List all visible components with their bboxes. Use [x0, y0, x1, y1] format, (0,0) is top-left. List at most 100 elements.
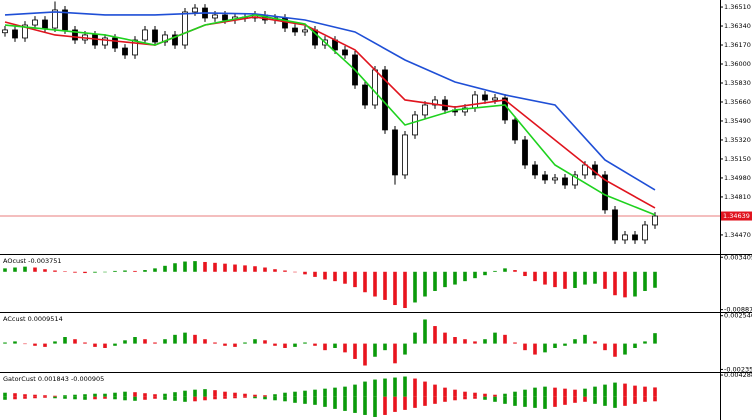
- gator-bar: [133, 392, 137, 397]
- candle-body: [372, 69, 378, 106]
- histogram-bar: [223, 263, 227, 272]
- candle-body: [12, 29, 18, 39]
- histogram-bar: [553, 271, 557, 288]
- histogram-bar: [653, 271, 657, 288]
- candle-body: [572, 174, 578, 186]
- candle-body: [112, 37, 118, 49]
- candle-body: [552, 177, 558, 181]
- gator-bar: [113, 396, 117, 400]
- histogram-bar: [563, 343, 567, 346]
- candle-body: [492, 97, 498, 101]
- histogram-bar: [3, 268, 7, 272]
- gator-bar: [563, 388, 567, 397]
- histogram-bar: [383, 271, 387, 300]
- gator-bar: [573, 396, 577, 403]
- gator-bar: [123, 391, 127, 397]
- gator-bar: [233, 396, 237, 399]
- gator-bar: [513, 391, 517, 397]
- histogram-bar: [113, 270, 117, 272]
- histogram-bar: [283, 270, 287, 272]
- candle-body: [102, 37, 108, 46]
- histogram-bar: [33, 267, 37, 272]
- gator-bar: [503, 396, 507, 404]
- moving-average: [4, 16, 656, 209]
- histogram-bar: [403, 271, 407, 309]
- gator-bar: [193, 389, 197, 397]
- gator-bar: [203, 396, 207, 401]
- histogram-bar: [193, 334, 197, 344]
- gator-bar: [463, 391, 467, 397]
- gator-bar: [463, 396, 467, 400]
- gator-bar: [493, 396, 497, 402]
- gator-bar: [433, 384, 437, 397]
- histogram-bar: [553, 343, 557, 348]
- histogram-bar: [643, 341, 647, 344]
- histogram-bar: [3, 342, 7, 344]
- gator-bar: [53, 396, 57, 399]
- gator-bar: [653, 387, 657, 397]
- gator-bar: [333, 396, 337, 409]
- gator-bar: [633, 385, 637, 397]
- candle-body: [62, 9, 68, 31]
- histogram-bar: [83, 271, 87, 274]
- candle-body: [472, 94, 478, 109]
- candle-body: [612, 209, 618, 241]
- gator-bar: [643, 396, 647, 402]
- gator-bar: [523, 389, 527, 397]
- gator-bar: [83, 396, 87, 400]
- histogram-bar: [573, 271, 577, 288]
- candle-body: [652, 215, 658, 226]
- y-tick-label: 1.34810: [724, 193, 751, 201]
- histogram-bar: [333, 343, 337, 348]
- gator-bar: [183, 396, 187, 402]
- gator-bar: [353, 396, 357, 413]
- bid-label-box: [721, 211, 752, 221]
- histogram-bar: [313, 271, 317, 277]
- histogram-bar: [153, 268, 157, 272]
- candle-body: [562, 177, 568, 186]
- histogram-bar: [243, 342, 247, 344]
- gator-bar: [233, 392, 237, 397]
- histogram-bar: [253, 339, 257, 344]
- histogram-bar: [223, 343, 227, 346]
- candle-body: [152, 29, 158, 43]
- histogram-bar: [623, 271, 627, 298]
- histogram-bar: [473, 271, 477, 279]
- gator-bar: [453, 389, 457, 397]
- gator-bar: [283, 392, 287, 397]
- histogram-bar: [363, 271, 367, 293]
- gator-bar: [43, 396, 47, 398]
- histogram-bar: [643, 271, 647, 291]
- gator-bar: [363, 381, 367, 397]
- histogram-bar: [493, 270, 497, 272]
- histogram-bar: [273, 343, 277, 346]
- gator-bar: [423, 396, 427, 406]
- gator-bar: [263, 395, 267, 397]
- candle-body: [162, 34, 168, 43]
- gator-bar: [603, 396, 607, 406]
- gator-bar: [553, 387, 557, 397]
- histogram-bar: [423, 319, 427, 344]
- histogram-bar: [343, 343, 347, 353]
- histogram-bar: [373, 271, 377, 297]
- histogram-bar: [543, 343, 547, 353]
- candle-body: [2, 29, 8, 34]
- histogram-bar: [373, 343, 377, 357]
- gator-bar: [23, 394, 27, 397]
- histogram-bar: [483, 271, 487, 276]
- gator-bar: [343, 396, 347, 411]
- gator-bar: [103, 396, 107, 399]
- gator-bar: [383, 378, 387, 397]
- gator-bar: [143, 393, 147, 397]
- histogram-bar: [173, 263, 177, 272]
- histogram-bar: [443, 271, 447, 288]
- histogram-bar: [273, 269, 277, 272]
- histogram-bar: [163, 265, 167, 272]
- histogram-bar: [173, 334, 177, 344]
- histogram-bar: [113, 343, 117, 346]
- histogram-bar: [93, 343, 97, 347]
- histogram-bar: [393, 343, 397, 364]
- histogram-bar: [63, 271, 67, 272]
